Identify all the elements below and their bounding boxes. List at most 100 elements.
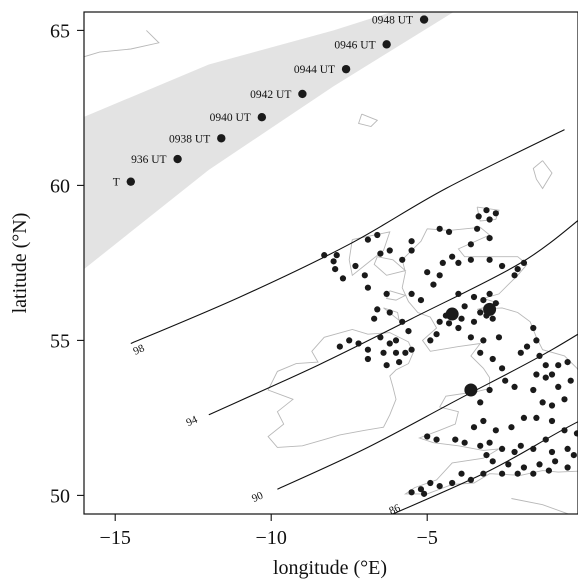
site-point [408, 489, 415, 496]
site-point [364, 346, 372, 353]
track-time-label: 0948 UT [372, 15, 413, 27]
site-point [330, 258, 337, 265]
magnitude-contours: 98 94 90 86 [130, 129, 578, 514]
site-point [498, 445, 506, 452]
site-point [508, 424, 515, 431]
site-point [386, 247, 393, 254]
x-tick-label: −15 [100, 527, 131, 549]
site-point [530, 470, 537, 477]
site-point [477, 309, 484, 316]
contour-label-98: 98 [131, 342, 146, 358]
site-point [511, 272, 518, 279]
site-point [520, 414, 528, 421]
y-tick-label: 65 [50, 20, 70, 42]
site-point [383, 362, 390, 369]
site-point [352, 262, 359, 270]
site-point [427, 479, 434, 487]
y-tick-label: 60 [50, 175, 70, 197]
site-point [545, 467, 552, 474]
site-point [452, 436, 459, 443]
site-point [533, 371, 540, 378]
site-point [371, 315, 378, 322]
site-point [333, 252, 340, 259]
y-tick-label: 55 [50, 330, 70, 352]
site-point [489, 315, 496, 322]
site-point [570, 452, 577, 459]
site-point [449, 253, 456, 260]
site-point [386, 309, 393, 316]
site-point [399, 318, 406, 325]
site-point [486, 256, 493, 263]
x-axis: −15−10−505 [100, 514, 438, 549]
site-point [417, 297, 425, 304]
contour-line-94 [208, 219, 578, 416]
site-point [321, 252, 328, 259]
site-point [492, 210, 499, 217]
site-point [399, 256, 406, 263]
site-point [420, 490, 428, 497]
site-point [564, 464, 571, 471]
contour-line-98 [130, 129, 565, 345]
site-point [445, 228, 453, 235]
site-point [548, 371, 556, 378]
site-point [517, 442, 524, 449]
site-point [424, 433, 431, 440]
site-point [498, 262, 506, 270]
site-point [449, 479, 456, 487]
site-point [455, 324, 462, 332]
track-point-7 [419, 15, 429, 24]
coastline-3 [373, 256, 407, 276]
site-point [355, 340, 362, 347]
site-point [567, 377, 574, 384]
site-point [461, 439, 468, 446]
site-point [458, 315, 465, 322]
site-point [424, 269, 431, 276]
site-point [480, 337, 487, 344]
site-point [514, 470, 521, 477]
x-tick-label: −10 [256, 527, 287, 549]
site-point [408, 247, 415, 254]
y-axis: 50 55 60 65 [50, 20, 84, 507]
coastline-1 [267, 329, 414, 448]
site-point [477, 399, 484, 406]
site-point [486, 439, 493, 446]
y-axis-title: latitude (°N) [9, 213, 31, 314]
site-point [336, 343, 343, 350]
site-point [483, 207, 490, 214]
x-tick-label: −5 [417, 527, 438, 549]
site-point [467, 256, 474, 263]
site-point [470, 424, 478, 431]
site-point [530, 445, 537, 452]
site-point [520, 464, 528, 471]
track-time-label: 936 UT [131, 154, 166, 166]
site-point [339, 275, 347, 282]
site-point [467, 334, 474, 341]
site-point [548, 402, 556, 409]
site-point [405, 328, 412, 335]
site-point [561, 427, 568, 434]
site-point [439, 259, 446, 266]
site-point [445, 320, 453, 327]
site-point [408, 290, 415, 297]
site-point [408, 238, 415, 245]
site-point [386, 340, 393, 347]
track-point-5 [341, 64, 351, 74]
coastline-12 [511, 498, 570, 514]
coastline-7 [532, 160, 553, 190]
site-point [561, 396, 568, 403]
site-point [498, 365, 506, 372]
site-point [486, 216, 493, 223]
site-point [458, 470, 465, 477]
track-point-3 [257, 113, 267, 122]
site-point [523, 343, 531, 350]
site-point [467, 476, 474, 483]
site-point [492, 300, 499, 307]
site-point [436, 272, 443, 279]
site-point [548, 417, 556, 425]
site-point [542, 374, 549, 381]
site-point [374, 231, 381, 239]
site-point [536, 352, 543, 359]
coastline-2 [348, 231, 391, 277]
site-point [555, 362, 562, 369]
